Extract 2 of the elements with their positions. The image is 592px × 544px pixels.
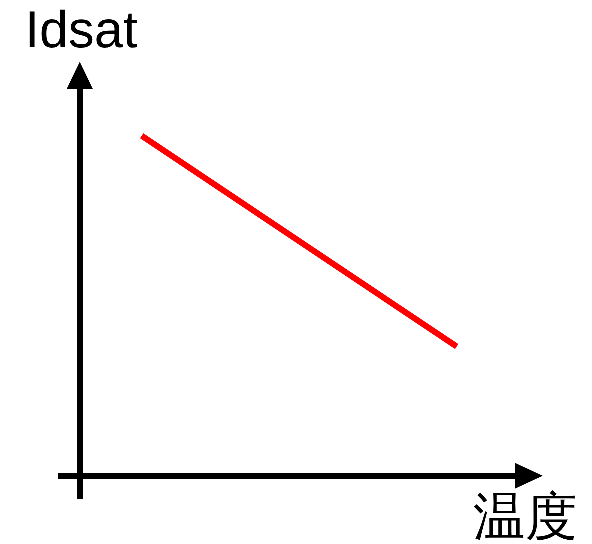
y-axis-title: Idsat xyxy=(25,2,138,60)
x-axis-title: 温度 xyxy=(474,488,578,544)
